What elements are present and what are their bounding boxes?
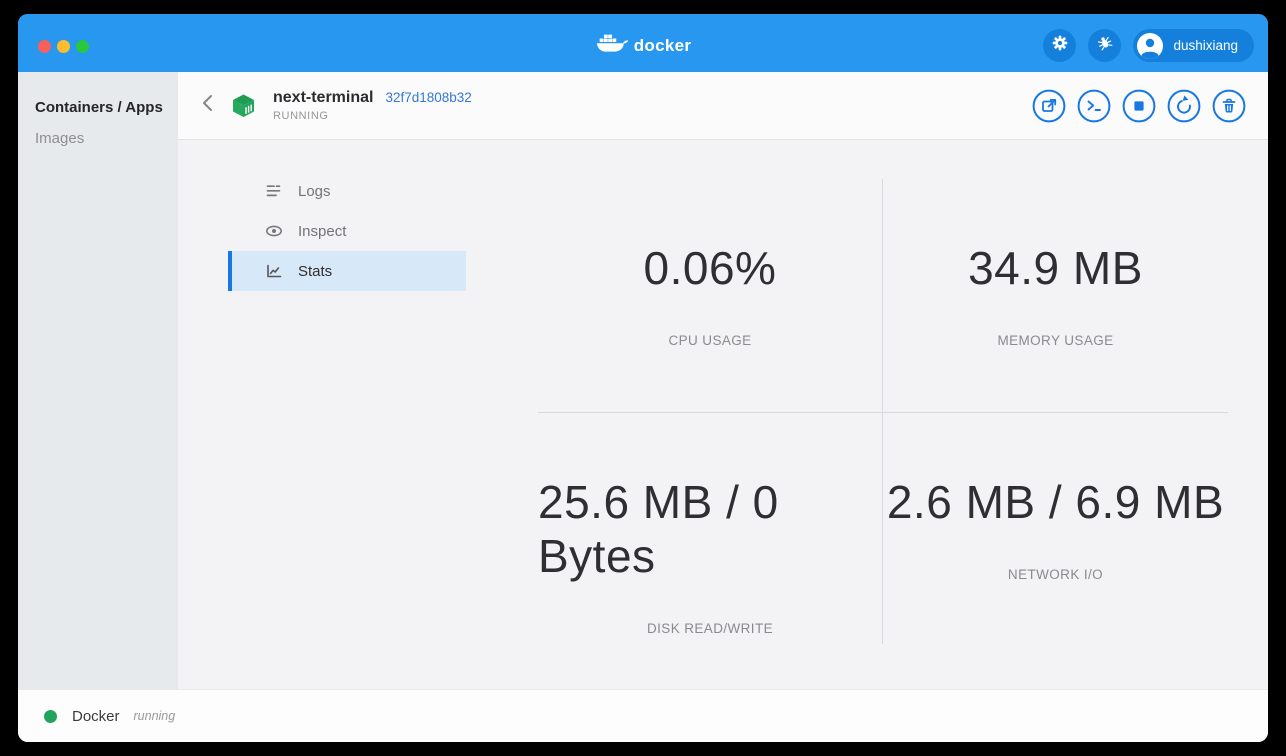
stop-icon (1122, 89, 1156, 127)
tab-label: Logs (298, 182, 331, 200)
trash-icon (1212, 89, 1246, 127)
inspect-icon (264, 221, 284, 241)
bug-icon (1094, 32, 1116, 59)
container-id: 32f7d1808b32 (385, 90, 472, 105)
user-menu[interactable]: dushixiang (1133, 29, 1254, 62)
sidebar: Containers / Apps Images (18, 72, 178, 689)
traffic-lights (38, 40, 89, 53)
docker-logo: docker (595, 31, 692, 61)
stat-label: MEMORY USAGE (997, 333, 1114, 348)
delete-button[interactable] (1212, 89, 1246, 123)
stat-label: DISK READ/WRITE (646, 620, 773, 636)
stat-label: NETWORK I/O (1007, 566, 1104, 582)
sidebar-item-images[interactable]: Images (35, 130, 85, 147)
stats-grid: 0.06% CPU USAGE 34.9 MB MEMORY USAGE 25.… (538, 179, 1228, 644)
container-actions (1032, 89, 1246, 123)
chevron-left-icon (199, 92, 217, 119)
container-title-block: next-terminal 32f7d1808b32 RUNNING (273, 89, 472, 122)
stat-value: 25.6 MB / 0 Bytes (538, 475, 779, 582)
detail-tabs: Logs Inspect (228, 171, 466, 291)
container-status: RUNNING (273, 110, 329, 122)
stat-label: CPU USAGE (668, 333, 752, 348)
tab-inspect[interactable]: Inspect (228, 211, 466, 251)
stat-disk: 25.6 MB / 0 Bytes DISK READ/WRITE (538, 411, 883, 644)
tab-logs[interactable]: Logs (228, 171, 466, 211)
back-button[interactable] (194, 92, 222, 120)
settings-button[interactable] (1043, 29, 1077, 62)
stat-value: 0.06% (643, 242, 777, 294)
stat-value: 2.6 MB / 6.9 MB (886, 475, 1225, 528)
status-app-name: Docker (72, 707, 120, 725)
cli-button[interactable] (1077, 89, 1111, 123)
stats-icon (264, 261, 284, 281)
content: next-terminal 32f7d1808b32 RUNNING (178, 72, 1268, 689)
logs-icon (264, 181, 284, 201)
stat-value: 34.9 MB (968, 242, 1143, 294)
statusbar: Docker running (18, 689, 1268, 742)
minimize-button[interactable] (57, 40, 70, 53)
open-in-browser-button[interactable] (1032, 89, 1066, 123)
container-icon (230, 92, 257, 119)
stop-button[interactable] (1122, 89, 1156, 123)
titlebar-controls: dushixiang (1043, 29, 1254, 62)
zoom-button[interactable] (76, 40, 89, 53)
terminal-icon (1077, 89, 1111, 127)
restart-icon (1167, 89, 1201, 127)
gear-icon (1049, 32, 1071, 59)
status-dot (44, 709, 57, 723)
tab-label: Inspect (298, 222, 347, 240)
stat-cpu: 0.06% CPU USAGE (538, 179, 883, 412)
stat-memory: 34.9 MB MEMORY USAGE (883, 179, 1228, 412)
user-avatar-icon (1137, 32, 1164, 59)
tab-stats[interactable]: Stats (228, 251, 466, 291)
titlebar: docker (18, 14, 1268, 72)
docker-desktop-window: docker (18, 14, 1268, 742)
close-button[interactable] (38, 40, 51, 53)
sidebar-item-containers-apps[interactable]: Containers / Apps (35, 99, 163, 116)
container-detail-body: Logs Inspect (178, 140, 1268, 689)
status-state: running (133, 709, 176, 723)
container-name: next-terminal (273, 89, 374, 106)
docker-whale-icon (595, 31, 629, 61)
user-name: dushixiang (1173, 38, 1238, 53)
tab-label: Stats (298, 262, 333, 280)
container-header: next-terminal 32f7d1808b32 RUNNING (178, 72, 1268, 140)
report-bug-button[interactable] (1088, 29, 1122, 62)
stat-network: 2.6 MB / 6.9 MB NETWORK I/O (883, 411, 1228, 645)
restart-button[interactable] (1167, 89, 1201, 123)
main-area: Containers / Apps Images (18, 72, 1268, 689)
open-external-icon (1032, 89, 1066, 127)
docker-logo-text: docker (633, 36, 692, 55)
